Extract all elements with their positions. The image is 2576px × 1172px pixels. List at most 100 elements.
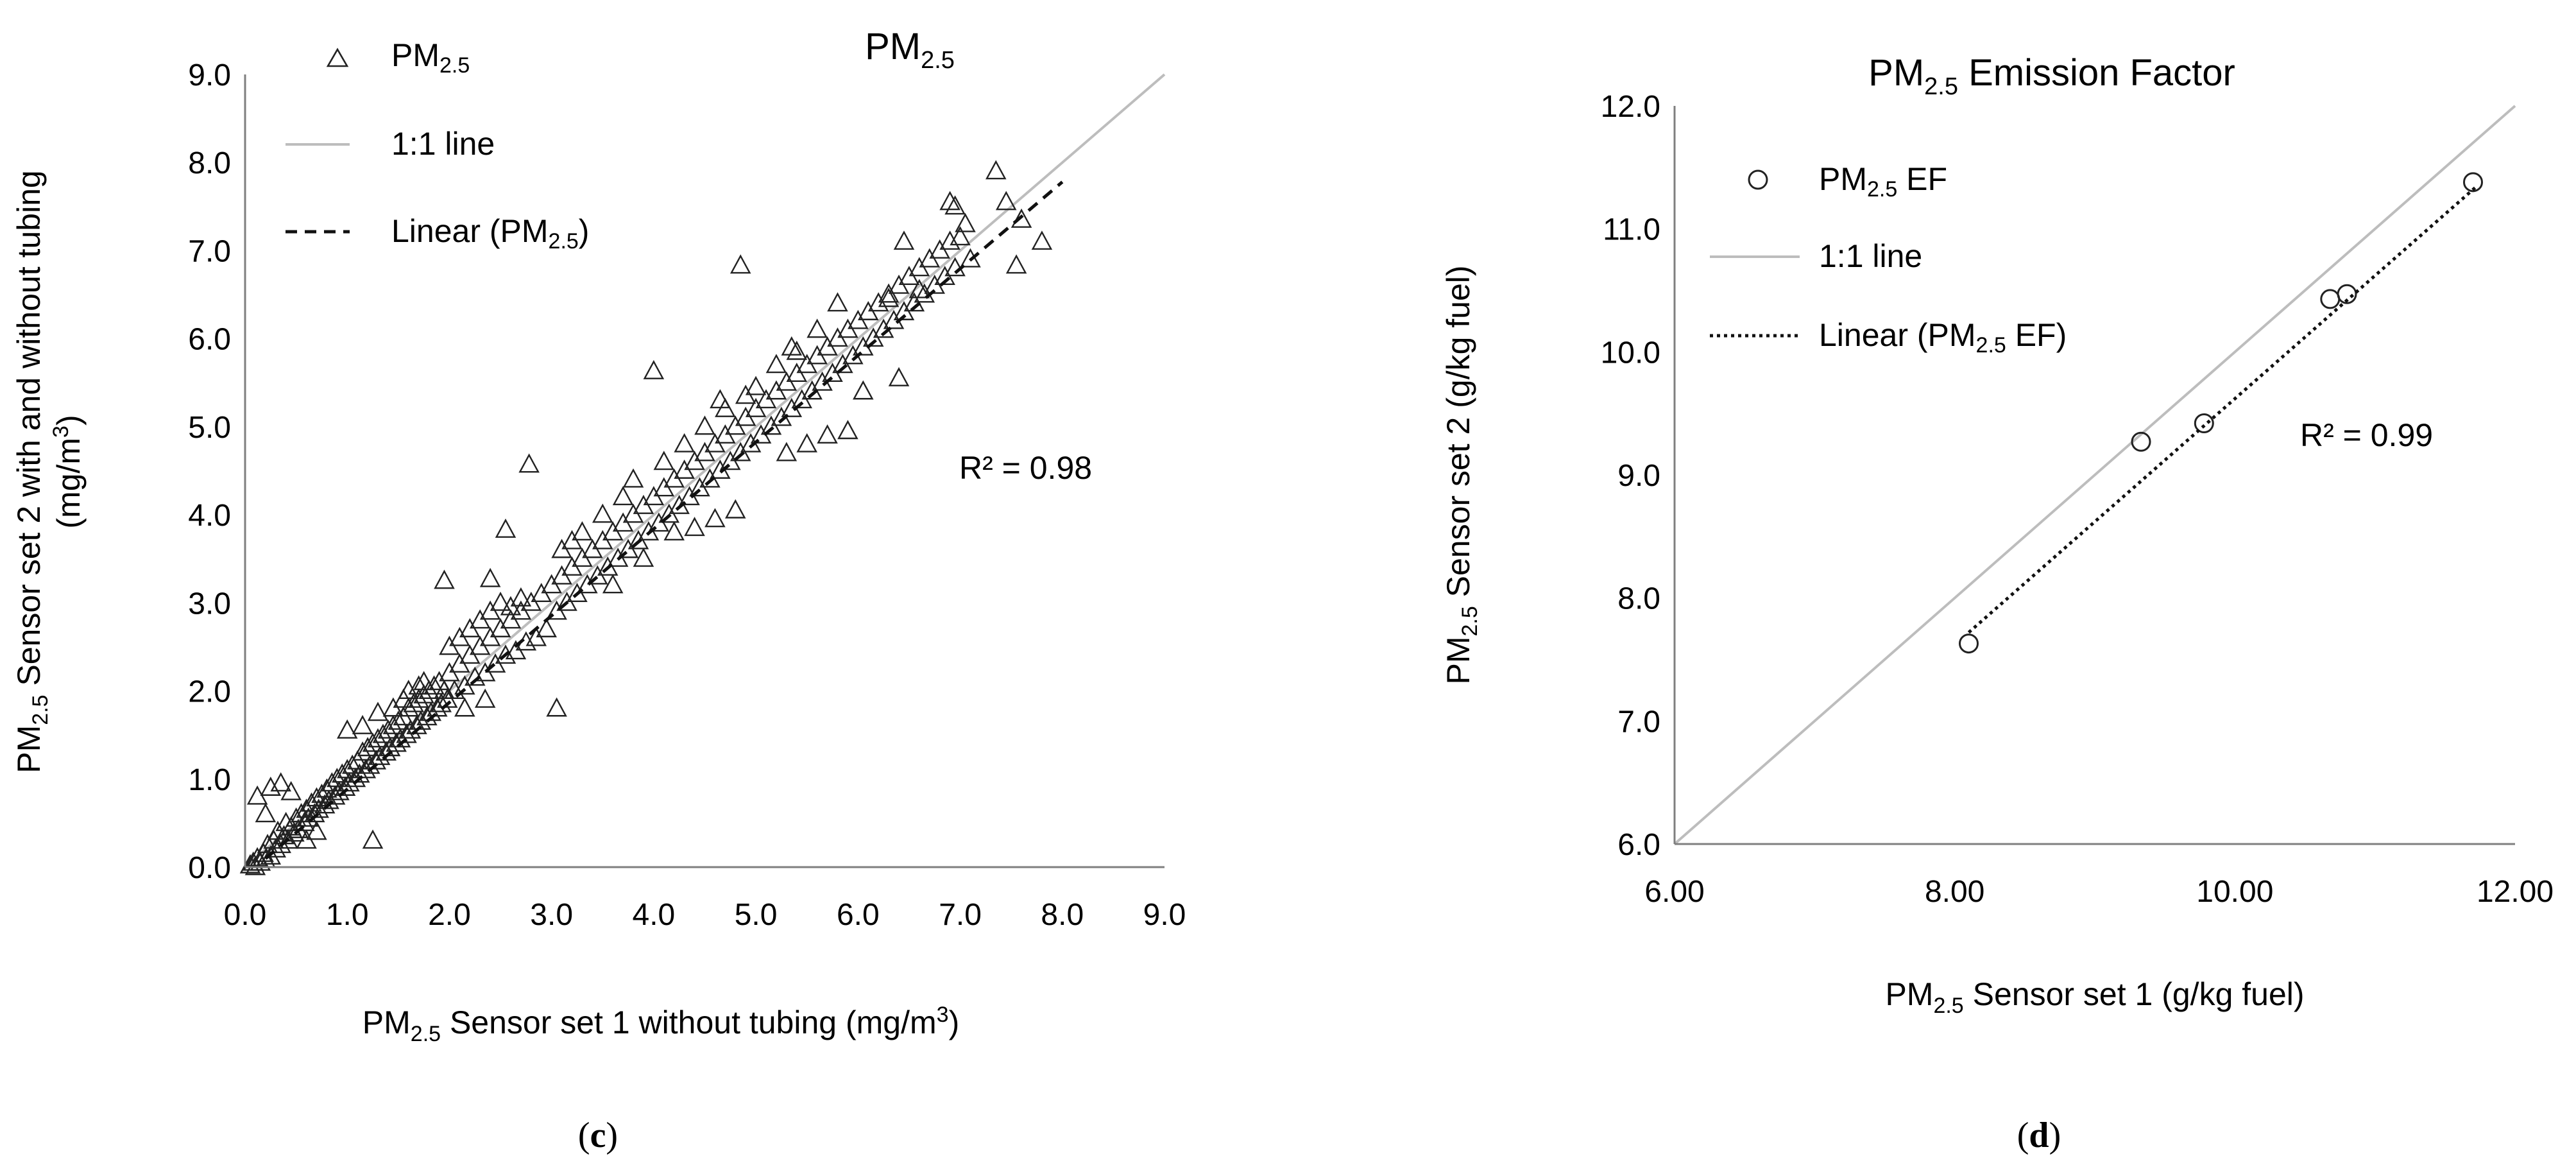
c-data-point [1005,254,1027,274]
c-data-point [643,359,665,379]
c-data-point [388,711,409,730]
c-data-point [995,191,1017,211]
d-legend0-sub: 2.5 [1867,177,1897,202]
c-data-point [490,591,511,611]
c-data-point [413,671,434,691]
c-y-tick-label: 9.0 [188,58,231,92]
c-data-point [806,318,828,338]
c-data-point [633,547,654,567]
c-legend0-sub: 2.5 [439,53,470,78]
d-chart-title: PM2.5 Emission Factor [1868,52,2235,100]
c-data-point [827,292,848,312]
d-legend2-pre: Linear (PM [1819,317,1976,353]
c-data-point [786,340,808,360]
c-y-tick-label: 1.0 [188,763,231,797]
c-data-point [908,279,930,298]
c-data-point [572,521,593,541]
c-caption-letter: c [590,1116,606,1155]
d-xlabel-sub: 2.5 [1933,994,1963,1018]
c-legend-label-pm: PM2.5 [391,37,470,78]
c-x-tick-label: 4.0 [633,898,676,932]
c-ylabel-line2: (mg/m3) [49,415,87,528]
c-caption-close: ) [606,1116,618,1155]
c-data-point [1031,230,1053,250]
d-r-squared-annotation: R² = 0.99 [2300,417,2433,453]
c-data-point [474,688,496,708]
d-y-tick-label: 12.0 [1601,90,1660,124]
c-data-point [944,195,966,215]
c-data-point [765,354,787,374]
c-data-point [796,433,817,452]
c-data-point [296,798,317,818]
c-data-point [704,508,726,528]
c-x-tick-labels: 0.0 1.0 2.0 3.0 4.0 5.0 6.0 7.0 8.0 9.0 [224,898,1186,932]
c-caption-open: ( [578,1116,590,1155]
d-ylabel-post: Sensor set 2 (g/kg fuel) [1440,265,1476,606]
c-r-squared-annotation: R² = 0.98 [959,450,1092,486]
c-x-tick-label: 9.0 [1143,898,1186,932]
d-xlabel-pre: PM [1885,976,1933,1012]
c-data-point [960,248,981,268]
c-data-point [454,697,475,717]
d-y-tick-label: 11.0 [1603,213,1660,247]
c-legend-label-one-to-one: 1:1 line [391,126,495,162]
d-ylabel-pre: PM [1440,637,1476,685]
d-caption-close: ) [2049,1116,2061,1155]
d-x-tick-labels: 6.00 8.00 10.00 12.00 [1644,875,2554,909]
d-title-main: PM [1868,52,1924,94]
c-data-point [612,486,634,506]
c-x-tick-label: 5.0 [735,898,778,932]
c-data-point [622,468,644,488]
c-data-point [352,714,373,734]
c-x-tick-label: 0.0 [224,898,267,932]
c-ylabel-line1: PM2.5 Sensor set 2 with and without tubi… [11,170,53,773]
c-data-point [602,574,624,594]
c-y-tick-label: 5.0 [188,411,231,445]
c-x-tick-label: 3.0 [530,898,573,932]
d-legend-label-one-to-one: 1:1 line [1819,238,1922,274]
d-one-to-one-line [1673,105,2516,845]
c-data-point [277,829,299,849]
c-data-point [710,389,731,409]
c-data-point [398,680,420,700]
c-xlabel-post: Sensor set 1 without tubing (mg/m [441,1004,937,1040]
c-data-point [955,212,976,232]
c-ylabel1-pre: PM [11,725,47,773]
d-y-tick-label: 8.0 [1617,582,1660,616]
c-data-point [408,675,429,695]
c-data-point [280,780,302,800]
c-data-point [431,693,452,712]
c-y-tick-label: 2.0 [188,675,231,709]
c-data-point [495,644,516,664]
c-legend-label-linear: Linear (PM2.5) [391,213,589,254]
c-legend2-pre: Linear (PM [391,213,549,249]
c-x-tick-label: 1.0 [326,898,369,932]
c-data-point [546,697,567,717]
d-data-point [1959,633,1979,654]
c-data-point [888,366,910,386]
d-legend1-pre: 1:1 line [1819,238,1922,274]
c-data-point [444,680,465,700]
c-data-point [592,503,613,523]
c-xlabel-sub: 2.5 [411,1022,441,1046]
d-y-axis-label: PM2.5 Sensor set 2 (g/kg fuel) [1440,265,1482,684]
c-data-point [893,230,915,250]
c-legend-triangle-icon [326,47,349,67]
c-data-point [745,375,767,395]
c-data-point [316,778,337,798]
c-y-tick-labels: 0.0 1.0 2.0 3.0 4.0 5.0 6.0 7.0 8.0 9.0 [188,58,231,885]
d-y-tick-label: 7.0 [1617,705,1660,739]
d-title-sub: 2.5 [1924,73,1958,100]
chart-panel-d: 6.00 8.00 10.00 12.00 6.0 7.0 8.0 9.0 10.0 11.0 1… [1440,52,2554,1155]
c-data-point [518,453,540,473]
d-caption-open: ( [2017,1116,2029,1155]
c-data-point [950,226,971,246]
c-data-point [510,587,532,607]
c-data-point [423,675,445,695]
d-legend0-post: EF [1897,161,1947,197]
c-data-point [336,719,358,739]
c-data-point [729,254,751,274]
chart-panel-c: 0.0 1.0 2.0 3.0 4.0 5.0 6.0 7.0 8.0 9.0 0.0 1.0 2.0… [11,26,1186,1155]
